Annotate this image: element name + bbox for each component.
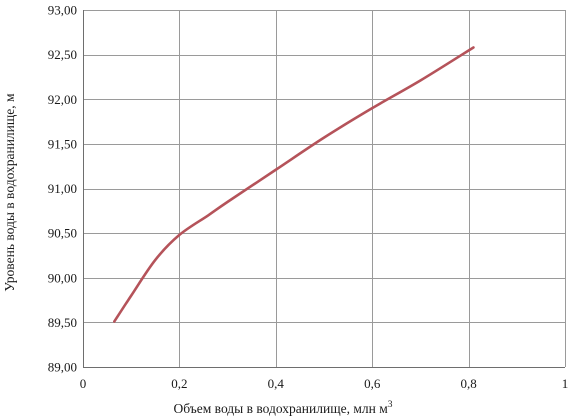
series-layer bbox=[113, 46, 475, 323]
y-tick-label: 93,00 bbox=[48, 3, 77, 18]
y-tick-label: 90,50 bbox=[48, 226, 77, 241]
y-tick-label: 92,50 bbox=[48, 47, 77, 62]
tick-labels: 89,00 89,50 90,00 90,50 91,00 91,50 92,00 92,50… bbox=[48, 3, 569, 392]
series-line-0 bbox=[113, 46, 475, 323]
x-tick-label: 0,2 bbox=[171, 376, 187, 391]
axes bbox=[83, 10, 565, 368]
x-tick-label: 0 bbox=[80, 376, 87, 391]
x-axis-title-superscript: 3 bbox=[388, 400, 393, 410]
x-tick-label: 0,6 bbox=[364, 376, 381, 391]
x-axis-title-text: Объем воды в водохранилище, млн м bbox=[173, 401, 388, 416]
x-tick-label: 0,4 bbox=[268, 376, 285, 391]
y-tick-label: 89,00 bbox=[48, 360, 77, 375]
y-tick-label: 91,50 bbox=[48, 136, 77, 151]
y-tick-label: 92,00 bbox=[48, 92, 77, 107]
y-tick-label: 91,00 bbox=[48, 181, 77, 196]
y-tick-label: 89,50 bbox=[48, 315, 77, 330]
y-axis-title: Уровень воды в водохранилище, м bbox=[2, 93, 17, 292]
x-tick-label: 0,8 bbox=[460, 376, 476, 391]
x-tick-label: 1 bbox=[562, 376, 569, 391]
grid bbox=[83, 10, 566, 367]
x-axis-title: Объем воды в водохранилище, млн м3 bbox=[173, 400, 392, 416]
y-tick-label: 90,00 bbox=[48, 270, 77, 285]
